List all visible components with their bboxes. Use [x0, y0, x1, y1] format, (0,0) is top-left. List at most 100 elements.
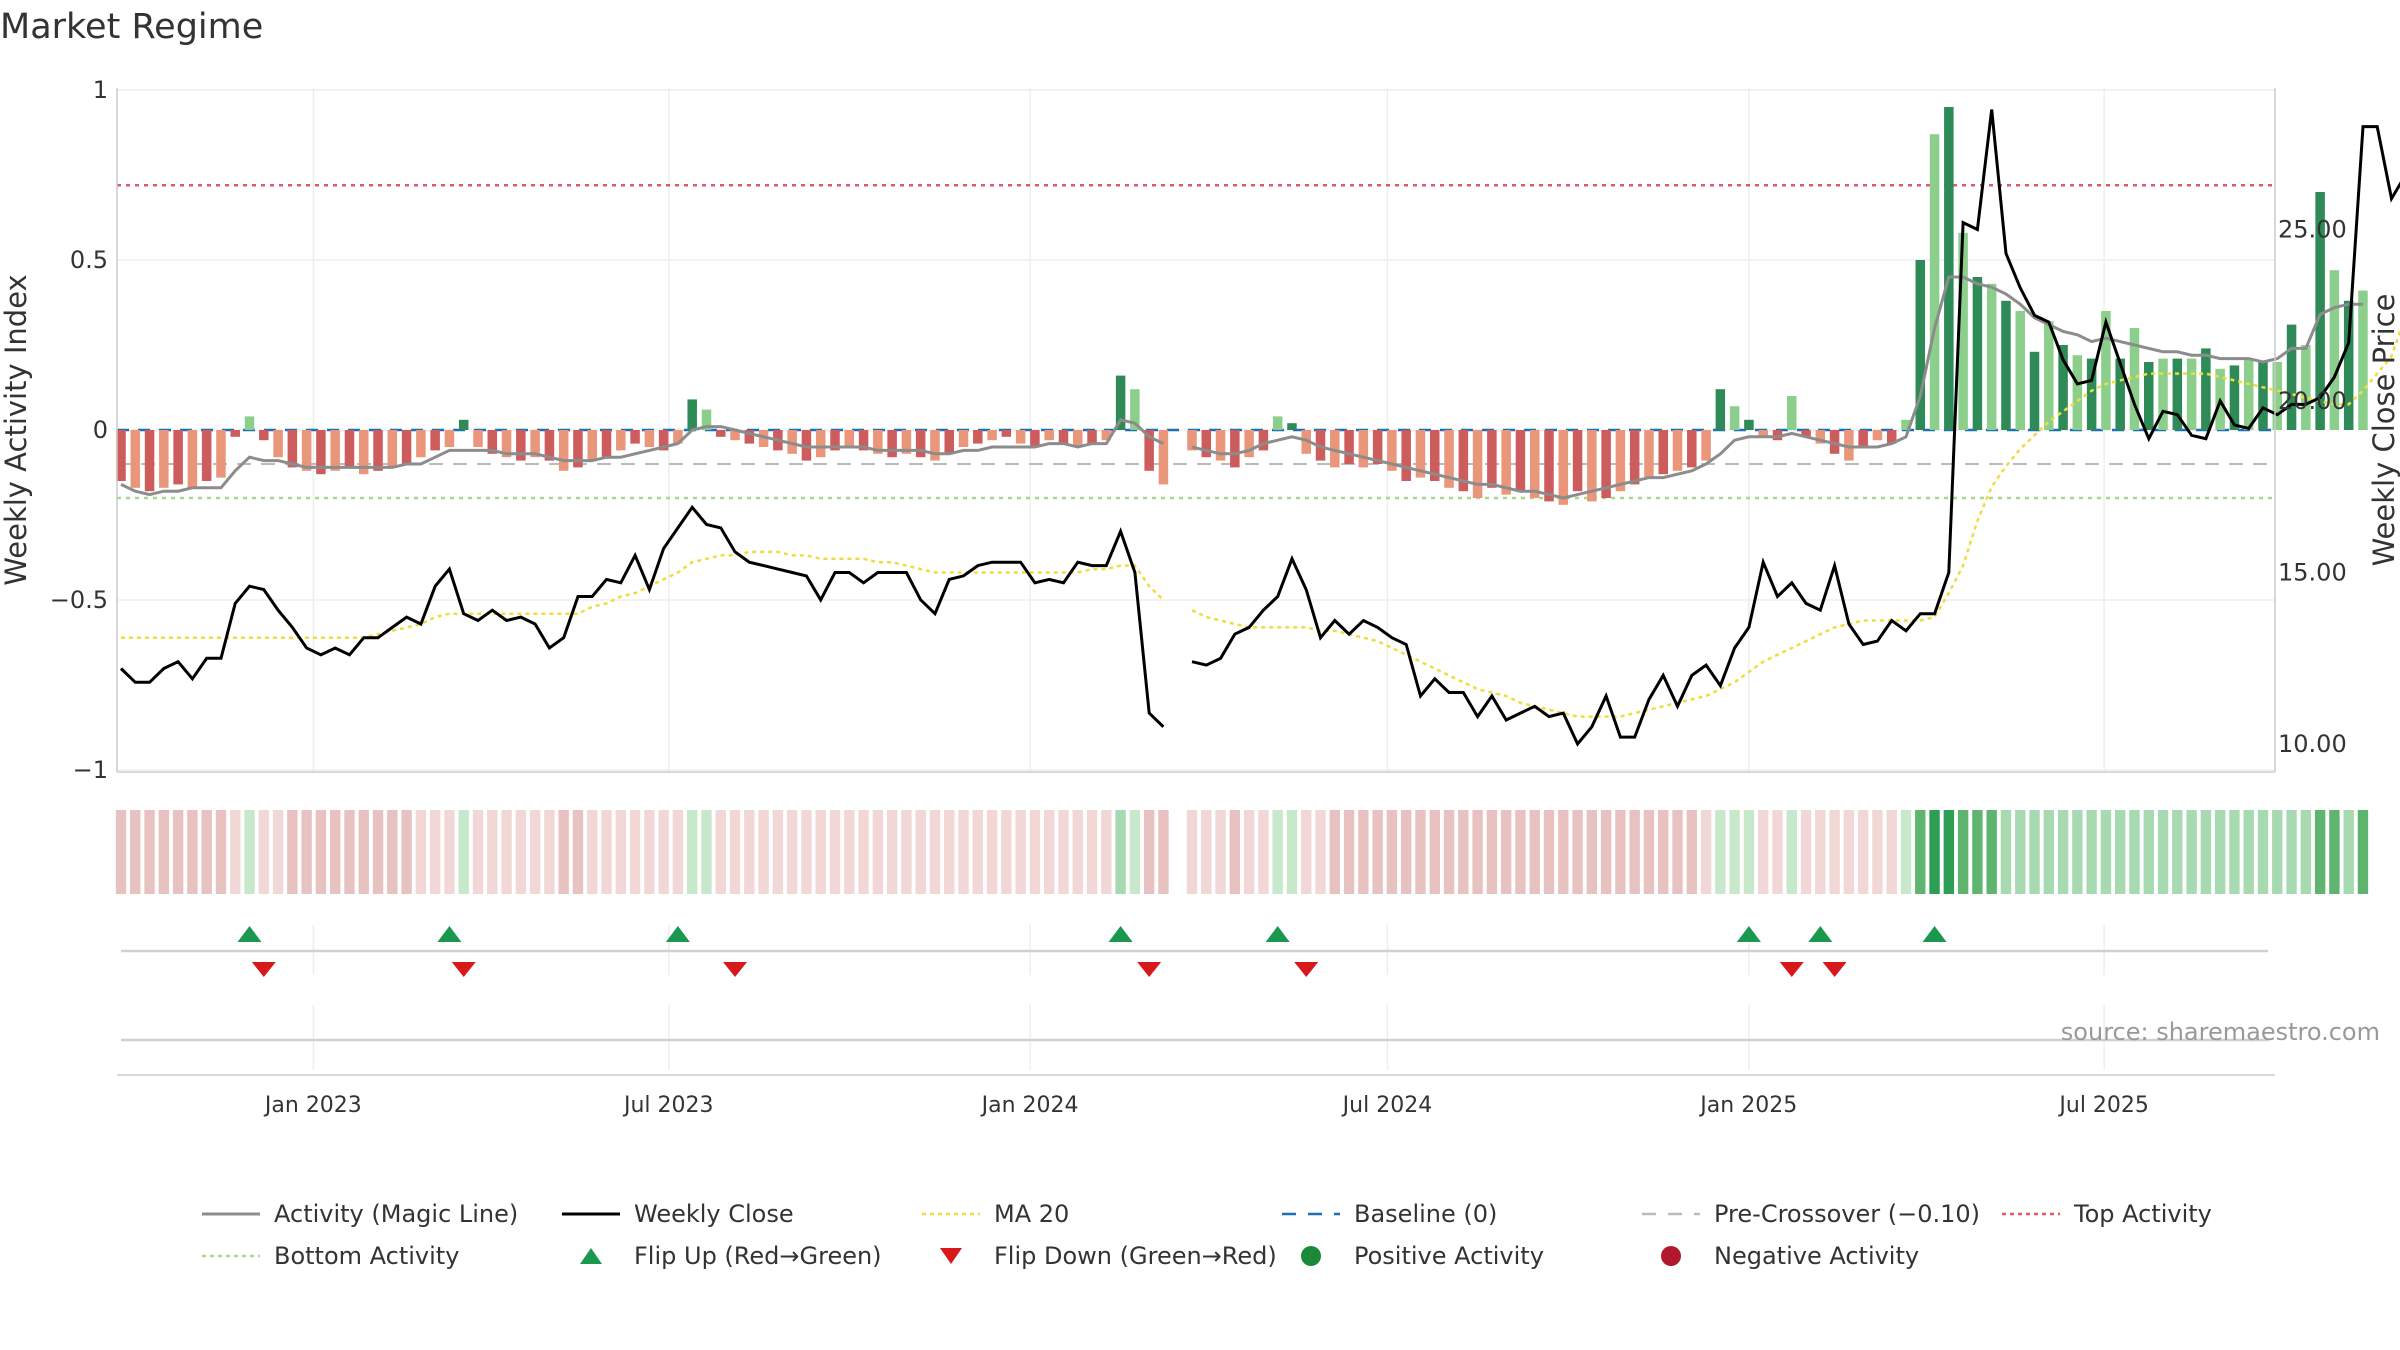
- x-tick-label: Jan 2023: [263, 1093, 362, 1118]
- regime-cell: [1015, 810, 1026, 894]
- regime-cell: [786, 810, 798, 894]
- activity-bar: [987, 430, 997, 441]
- activity-bar: [373, 430, 383, 471]
- right-tick-label: 20.00: [2278, 387, 2347, 415]
- regime-cell: [2186, 810, 2197, 894]
- regime-cell: [2272, 810, 2283, 894]
- activity-bar: [587, 430, 597, 461]
- flip-down-marker: [723, 962, 748, 977]
- legend-label: Top Activity: [2074, 1200, 2212, 1228]
- regime-cell: [244, 810, 255, 894]
- regime-cell: [2357, 810, 2369, 894]
- regime-cell: [172, 810, 184, 894]
- activity-bar: [501, 430, 512, 458]
- regime-cell: [858, 810, 869, 894]
- activity-bar: [2186, 358, 2197, 430]
- legend-label: MA 20: [994, 1200, 1070, 1228]
- regime-cell: [1101, 810, 1112, 894]
- activity-bar: [2243, 358, 2254, 430]
- activity-bar: [1744, 419, 1754, 430]
- regime-cell: [1286, 810, 1298, 894]
- regime-cell: [144, 810, 155, 894]
- activity-bar: [958, 430, 969, 447]
- regime-cell: [1343, 810, 1355, 894]
- legend-item: Top Activity: [2000, 1200, 2360, 1228]
- regime-cell: [915, 810, 926, 894]
- regime-cell: [1857, 810, 1869, 894]
- right-tick-label: 15.00: [2278, 559, 2347, 587]
- activity-bar: [1772, 430, 1783, 441]
- regime-cell: [272, 810, 284, 894]
- regime-cell: [1058, 810, 1069, 894]
- chart-title: Market Regime: [0, 7, 263, 47]
- regime-cell: [2086, 810, 2097, 894]
- axes: Jan 2023 Jul 2023 Jan 2024 Jul 2024 Jan 2025…: [0, 76, 2400, 1118]
- activity-bar: [1901, 419, 1911, 430]
- activity-bar: [744, 430, 755, 444]
- activity-bar: [1787, 396, 1797, 430]
- regime-cell: [1872, 810, 1883, 894]
- regime-cell: [1572, 810, 1583, 894]
- regime-cell: [1500, 810, 1512, 894]
- regime-cell: [1586, 810, 1598, 894]
- regime-cell: [358, 810, 369, 894]
- regime-cell: [1458, 810, 1469, 894]
- regime-cell: [330, 810, 341, 894]
- legend-swatch: [562, 1212, 620, 1216]
- regime-cell: [2314, 810, 2326, 894]
- regime-strip: [115, 810, 2369, 894]
- activity-bar: [2015, 311, 2025, 430]
- regime-cell: [258, 810, 269, 894]
- activity-bar: [487, 430, 498, 454]
- regime-cell: [1429, 810, 1440, 894]
- regime-cell: [1044, 810, 1055, 894]
- activity-bar: [2058, 345, 2068, 430]
- legend-flip-down-icon: [940, 1248, 962, 1264]
- regime-cell: [2100, 810, 2112, 894]
- flip-markers: [121, 926, 2268, 977]
- activity-bar: [1001, 430, 1012, 437]
- activity-bar: [1158, 430, 1169, 485]
- activity-bar: [1215, 430, 1226, 461]
- regime-cell: [958, 810, 969, 894]
- activity-bar: [1344, 430, 1354, 464]
- activity-bar: [2029, 351, 2040, 430]
- activity-bar: [2101, 311, 2111, 430]
- regime-cell: [1772, 810, 1783, 894]
- regime-cell: [972, 810, 983, 894]
- regime-cell: [572, 810, 584, 894]
- regime-cell: [1758, 810, 1769, 894]
- regime-cell: [2057, 810, 2069, 894]
- bottom-panel: [117, 1038, 2275, 1076]
- activity-bar: [2272, 362, 2283, 430]
- regime-cell: [672, 810, 684, 894]
- regime-cell: [1943, 810, 1955, 894]
- activity-bar: [1030, 430, 1040, 447]
- regime-cell: [458, 810, 469, 894]
- activity-bar: [573, 430, 583, 468]
- activity-bar: [1244, 430, 1254, 458]
- activity-bar: [844, 430, 855, 447]
- regime-cell: [2157, 810, 2169, 894]
- activity-bar: [458, 419, 469, 430]
- activity-bar: [673, 430, 683, 444]
- regime-cell: [472, 810, 484, 894]
- regime-cell: [515, 810, 527, 894]
- regime-cell: [1743, 810, 1755, 894]
- activity-bar: [1986, 283, 1997, 430]
- regime-cell: [687, 810, 698, 894]
- regime-cell: [1186, 810, 1198, 894]
- legend-item: Activity (Magic Line): [200, 1200, 560, 1228]
- regime-cell: [2329, 810, 2340, 894]
- regime-cell: [1986, 810, 1997, 894]
- regime-cell: [387, 810, 398, 894]
- activity-bar: [815, 430, 826, 458]
- legend-label: Pre-Crossover (−0.10): [1714, 1200, 1981, 1228]
- regime-cell: [829, 810, 841, 894]
- activity-bar: [2144, 362, 2154, 430]
- legend-swatch: [202, 1254, 260, 1258]
- regime-cell: [1258, 810, 1269, 894]
- regime-cell: [444, 810, 455, 894]
- activity-bar: [1401, 430, 1411, 481]
- flip-down-marker: [251, 962, 276, 977]
